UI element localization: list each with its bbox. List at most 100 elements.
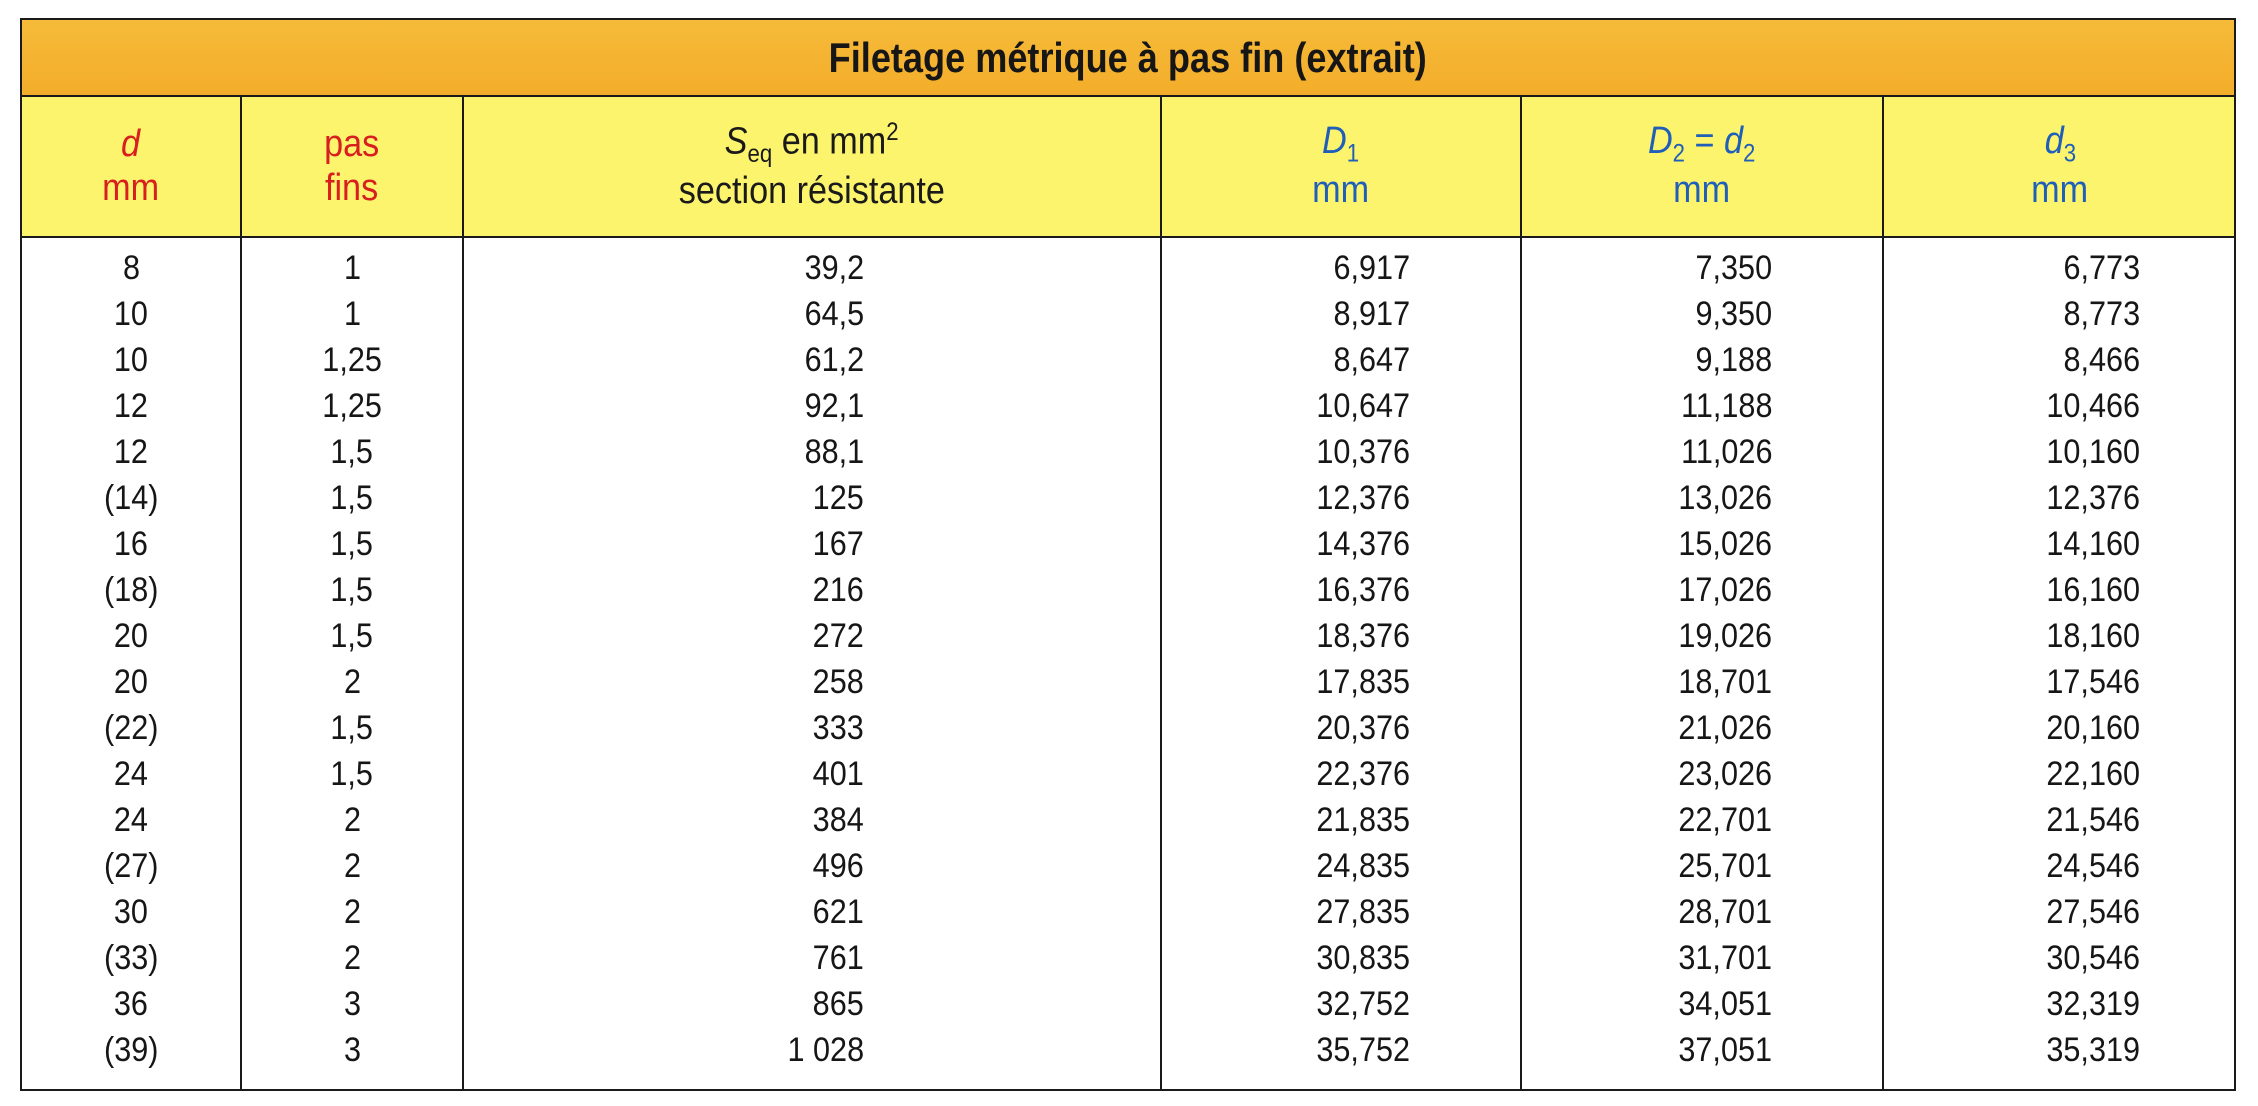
cell-seq-value: 125 <box>812 479 864 517</box>
cell-D2-value: 11,026 <box>1680 433 1772 471</box>
cell-D1-value: 21,835 <box>1316 801 1410 839</box>
cell-d3: 10,466 <box>1884 383 2140 429</box>
cell-d3-value: 14,160 <box>2046 525 2140 563</box>
cell-D1-value: 27,835 <box>1316 893 1410 931</box>
cell-D1: 10,376 <box>1162 429 1410 475</box>
cell-seq-value: 401 <box>812 755 864 793</box>
cell-seq: 1 028 <box>464 1027 864 1073</box>
cell-D2: 31,701 <box>1522 935 1772 981</box>
cell-pas: 1 <box>242 291 462 337</box>
cell-d3: 8,773 <box>1884 291 2140 337</box>
cell-D2: 11,188 <box>1522 383 1772 429</box>
cell-seq-value: 333 <box>812 709 864 747</box>
header-D1-symbol: D <box>1322 120 1348 163</box>
cell-d3: 32,319 <box>1884 981 2140 1027</box>
cell-seq: 384 <box>464 797 864 843</box>
cell-d-value: 12 <box>113 387 149 425</box>
cell-seq-value: 39,2 <box>804 249 864 287</box>
cell-seq: 125 <box>464 475 864 521</box>
cell-D2: 19,026 <box>1522 613 1772 659</box>
cell-d3-value: 18,160 <box>2046 617 2140 655</box>
cell-pas: 1,5 <box>242 429 462 475</box>
cell-D1-value: 32,752 <box>1316 985 1410 1023</box>
cell-D2: 7,350 <box>1522 245 1772 291</box>
header-d-unit: mm <box>102 166 160 209</box>
cell-seq: 88,1 <box>464 429 864 475</box>
header-D2-symbol: D <box>1648 120 1673 163</box>
cell-d-value: 36 <box>113 985 149 1023</box>
header-D2: D2 = d2 mm <box>1522 97 1882 236</box>
cell-D1: 8,917 <box>1162 291 1410 337</box>
thread-table: Filetage métrique à pas fin (extrait) d … <box>20 18 2236 1091</box>
header-D2-sub2: 2 <box>1743 140 1756 168</box>
cell-d3-value: 8,773 <box>2063 295 2140 333</box>
cell-D2-value: 9,350 <box>1695 295 1772 333</box>
table-title: Filetage métrique à pas fin (extrait) <box>828 33 1428 81</box>
table-row: (18) 1,5 216 16,376 17,026 16,160 <box>22 567 2234 613</box>
cell-pas: 1,25 <box>242 337 462 383</box>
table-row: 16 1,5 167 14,376 15,026 14,160 <box>22 521 2234 567</box>
cell-d: 8 <box>22 245 240 291</box>
cell-d3: 20,160 <box>1884 705 2140 751</box>
cell-D1: 27,835 <box>1162 889 1410 935</box>
cell-D2-value: 7,350 <box>1695 249 1772 287</box>
header-pas: pas fins <box>242 97 462 236</box>
cell-D2: 13,026 <box>1522 475 1772 521</box>
cell-d: (33) <box>22 935 240 981</box>
cell-D1-value: 6,917 <box>1333 249 1410 287</box>
cell-d-value: 20 <box>113 617 149 655</box>
cell-d3: 22,160 <box>1884 751 2140 797</box>
cell-d-value: 10 <box>113 341 149 379</box>
cell-d3: 30,546 <box>1884 935 2140 981</box>
cell-D2-value: 19,026 <box>1678 617 1772 655</box>
cell-seq: 39,2 <box>464 245 864 291</box>
header-seq-text: en mm <box>782 120 887 163</box>
cell-d3-value: 20,160 <box>2046 709 2140 747</box>
cell-d3-value: 8,466 <box>2063 341 2140 379</box>
header-seq-line1: Seq en mm2 <box>725 119 899 170</box>
cell-d-value: (18) <box>103 571 159 609</box>
cell-D1: 6,917 <box>1162 245 1410 291</box>
cell-D2-value: 15,026 <box>1678 525 1772 563</box>
column-divider <box>240 97 242 1091</box>
cell-d: (27) <box>22 843 240 889</box>
cell-d3-value: 35,319 <box>2046 1031 2140 1069</box>
cell-pas: 2 <box>242 659 462 705</box>
table-row: 20 2 258 17,835 18,701 17,546 <box>22 659 2234 705</box>
cell-d: 20 <box>22 613 240 659</box>
column-divider <box>1520 97 1522 1091</box>
cell-d-value: 24 <box>113 801 149 839</box>
cell-pas-value: 2 <box>343 847 361 885</box>
column-divider <box>1160 97 1162 1091</box>
table-row: 12 1,25 92,1 10,647 11,188 10,466 <box>22 383 2234 429</box>
cell-d-value: (33) <box>103 939 159 977</box>
cell-d3: 14,160 <box>1884 521 2140 567</box>
cell-pas: 3 <box>242 981 462 1027</box>
cell-pas-value: 1,5 <box>330 433 374 471</box>
cell-pas: 1,5 <box>242 613 462 659</box>
cell-D1: 12,376 <box>1162 475 1410 521</box>
cell-D2-value: 25,701 <box>1678 847 1772 885</box>
cell-d3: 27,546 <box>1884 889 2140 935</box>
cell-seq-value: 92,1 <box>804 387 864 425</box>
cell-D1-value: 10,647 <box>1316 387 1410 425</box>
column-divider <box>1882 97 1884 1091</box>
cell-d-value: 10 <box>113 295 149 333</box>
cell-d3-value: 6,773 <box>2063 249 2140 287</box>
cell-seq: 401 <box>464 751 864 797</box>
header-d3: d3 mm <box>1884 97 2236 236</box>
cell-pas: 2 <box>242 935 462 981</box>
cell-pas-value: 1,5 <box>330 709 374 747</box>
cell-pas-value: 2 <box>343 801 361 839</box>
header-seq-sub: eq <box>747 141 773 169</box>
cell-D1: 10,647 <box>1162 383 1410 429</box>
table-row: 20 1,5 272 18,376 19,026 18,160 <box>22 613 2234 659</box>
cell-d: 36 <box>22 981 240 1027</box>
cell-D1: 16,376 <box>1162 567 1410 613</box>
cell-D2-value: 34,051 <box>1678 985 1772 1023</box>
header-D1: D1 mm <box>1162 97 1520 236</box>
header-seq: Seq en mm2 section résistante <box>464 97 1160 236</box>
cell-pas-value: 2 <box>343 893 361 931</box>
cell-d3: 21,546 <box>1884 797 2140 843</box>
cell-pas: 1,5 <box>242 521 462 567</box>
